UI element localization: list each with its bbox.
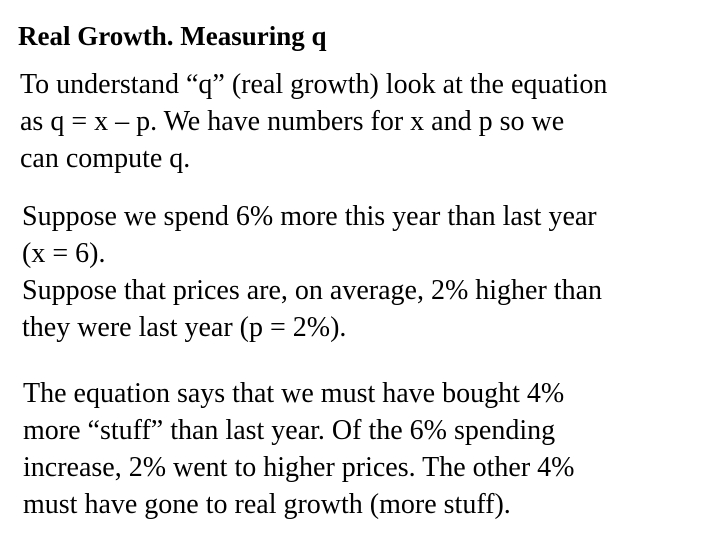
text-line: (x = 6). <box>22 235 602 272</box>
text-line: Suppose that prices are, on average, 2% … <box>22 272 602 309</box>
text-line: The equation says that we must have boug… <box>23 375 575 412</box>
paragraph-conclusion: The equation says that we must have boug… <box>23 375 575 523</box>
text-line: To understand “q” (real growth) look at … <box>20 66 607 103</box>
text-line: they were last year (p = 2%). <box>22 309 602 346</box>
slide-title: Real Growth. Measuring q <box>18 18 327 54</box>
paragraph-example-assumptions: Suppose we spend 6% more this year than … <box>22 198 602 346</box>
text-line: Suppose we spend 6% more this year than … <box>22 198 602 235</box>
paragraph-equation-intro: To understand “q” (real growth) look at … <box>20 66 607 177</box>
text-line: can compute q. <box>20 140 607 177</box>
text-line: must have gone to real growth (more stuf… <box>23 486 575 523</box>
text-line: more “stuff” than last year. Of the 6% s… <box>23 412 575 449</box>
text-line: increase, 2% went to higher prices. The … <box>23 449 575 486</box>
text-line: as q = x – p. We have numbers for x and … <box>20 103 607 140</box>
